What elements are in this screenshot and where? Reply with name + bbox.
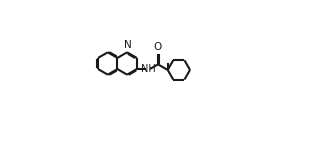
Text: N: N xyxy=(124,40,132,50)
Text: O: O xyxy=(153,42,162,52)
Text: NH: NH xyxy=(140,64,155,74)
